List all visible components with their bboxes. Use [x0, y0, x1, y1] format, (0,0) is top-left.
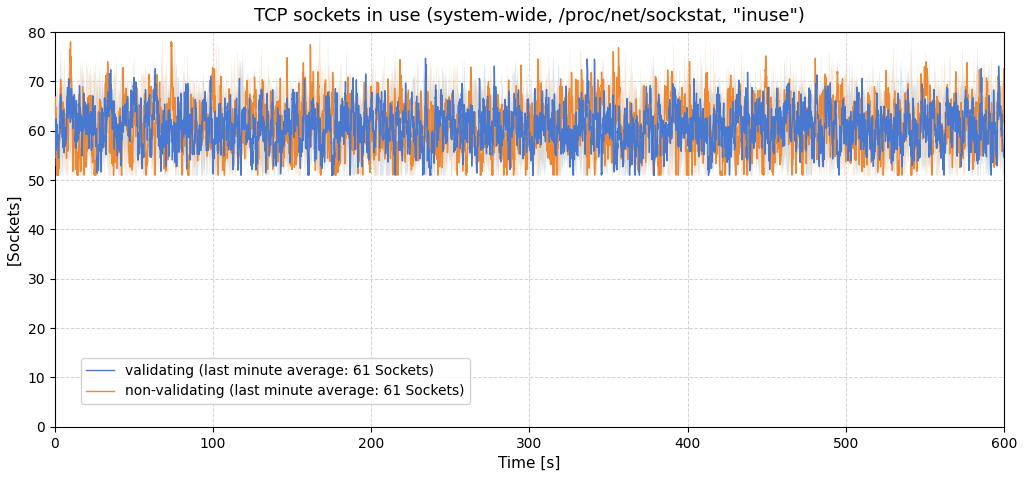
- non-validating (last minute average: 61 Sockets): (600, 64.9): 61 Sockets): (600, 64.9): [997, 104, 1010, 109]
- validating (last minute average: 61 Sockets): (0, 53): 61 Sockets): (0, 53): [49, 163, 61, 168]
- validating (last minute average: 61 Sockets): (139, 54.4): 61 Sockets): (139, 54.4): [269, 155, 282, 161]
- non-validating (last minute average: 61 Sockets): (226, 57.2): 61 Sockets): (226, 57.2): [407, 141, 419, 147]
- Legend: validating (last minute average: 61 Sockets), non-validating (last minute averag: validating (last minute average: 61 Sock…: [81, 358, 470, 404]
- validating (last minute average: 61 Sockets): (600, 54.6): 61 Sockets): (600, 54.6): [997, 154, 1010, 160]
- non-validating (last minute average: 61 Sockets): (0, 66): 61 Sockets): (0, 66): [49, 98, 61, 104]
- Title: TCP sockets in use (system-wide, /proc/net/sockstat, "inuse"): TCP sockets in use (system-wide, /proc/n…: [254, 7, 805, 25]
- non-validating (last minute average: 61 Sockets): (140, 64.8): 61 Sockets): (140, 64.8): [269, 104, 282, 110]
- X-axis label: Time [s]: Time [s]: [498, 456, 560, 471]
- validating (last minute average: 61 Sockets): (234, 74.7): 61 Sockets): (234, 74.7): [420, 55, 432, 61]
- non-validating (last minute average: 61 Sockets): (1.3, 51): 61 Sockets): (1.3, 51): [51, 172, 63, 178]
- Y-axis label: [Sockets]: [Sockets]: [7, 194, 22, 265]
- validating (last minute average: 61 Sockets): (118, 51): 61 Sockets): (118, 51): [234, 172, 247, 178]
- validating (last minute average: 61 Sockets): (269, 61.7): 61 Sockets): (269, 61.7): [474, 120, 486, 125]
- Line: validating (last minute average: 61 Sockets): validating (last minute average: 61 Sock…: [55, 58, 1004, 175]
- validating (last minute average: 61 Sockets): (226, 61): 61 Sockets): (226, 61): [407, 123, 419, 129]
- non-validating (last minute average: 61 Sockets): (595, 63.9): 61 Sockets): (595, 63.9): [990, 109, 1002, 115]
- validating (last minute average: 61 Sockets): (595, 58.6): 61 Sockets): (595, 58.6): [990, 135, 1002, 141]
- validating (last minute average: 61 Sockets): (143, 56.4): 61 Sockets): (143, 56.4): [274, 145, 287, 151]
- non-validating (last minute average: 61 Sockets): (143, 63.9): 61 Sockets): (143, 63.9): [274, 109, 287, 114]
- non-validating (last minute average: 61 Sockets): (9.9, 78): 61 Sockets): (9.9, 78): [65, 39, 77, 45]
- validating (last minute average: 61 Sockets): (146, 62.2): 61 Sockets): (146, 62.2): [280, 117, 292, 122]
- non-validating (last minute average: 61 Sockets): (269, 51): 61 Sockets): (269, 51): [474, 172, 486, 178]
- Line: non-validating (last minute average: 61 Sockets): non-validating (last minute average: 61 …: [55, 42, 1004, 175]
- non-validating (last minute average: 61 Sockets): (146, 64.1): 61 Sockets): (146, 64.1): [280, 108, 292, 113]
